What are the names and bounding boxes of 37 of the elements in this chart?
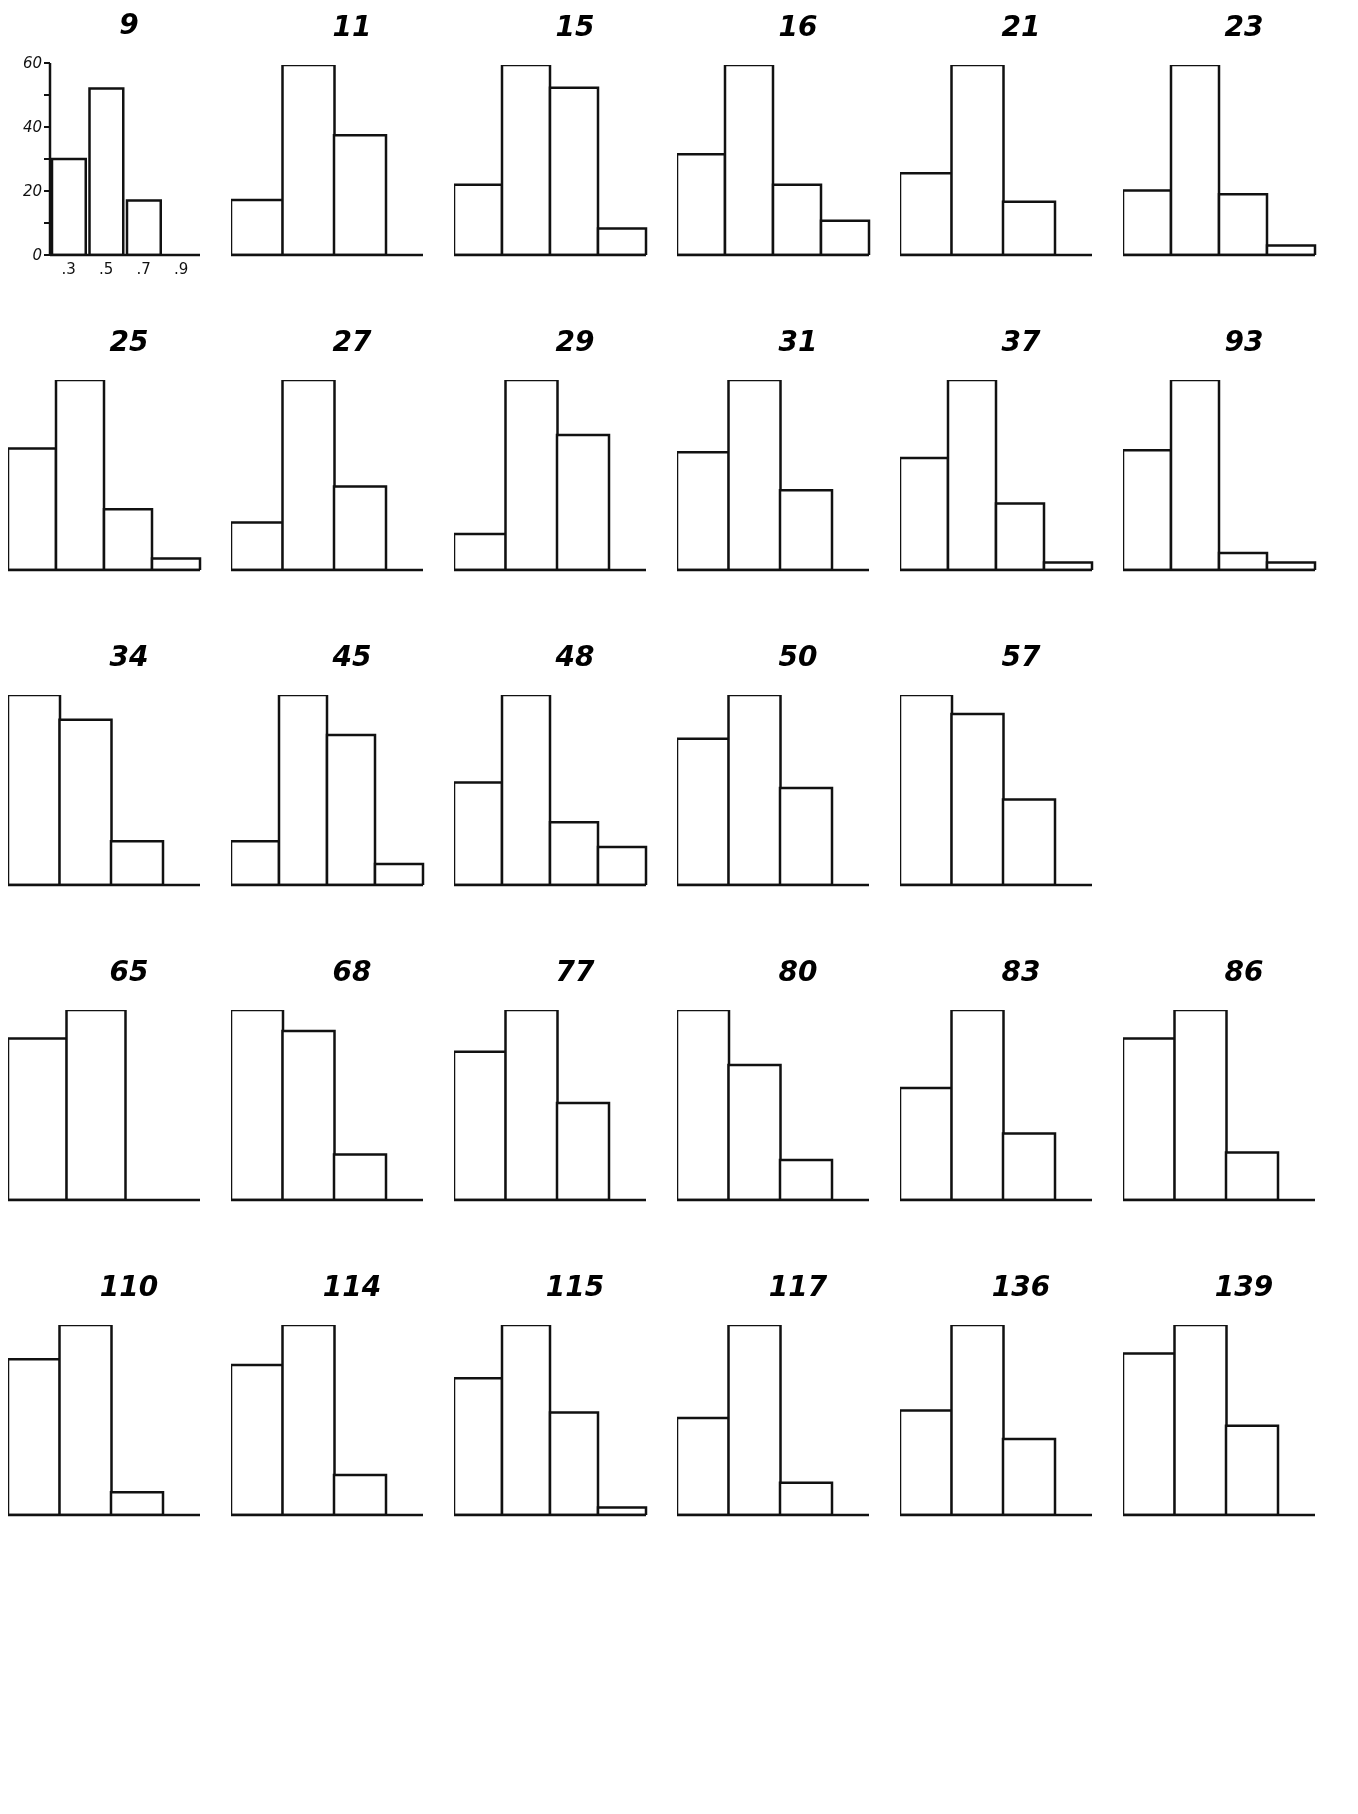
chart-title: 23 xyxy=(1223,10,1265,43)
chart-title: 57 xyxy=(1000,640,1042,673)
chart-title: 77 xyxy=(554,955,596,988)
chart-title: 45 xyxy=(331,640,373,673)
y-tick-label: 60 xyxy=(22,54,42,73)
chart-title: 15 xyxy=(554,10,596,43)
chart-title: 9 xyxy=(118,8,140,41)
y-tick-label: 20 xyxy=(22,182,42,201)
x-tick-label: .3 xyxy=(61,259,76,278)
chart-title: 86 xyxy=(1223,955,1265,988)
chart-title: 68 xyxy=(331,955,373,988)
chart-title: 115 xyxy=(544,1270,606,1303)
chart-title: 93 xyxy=(1223,325,1265,358)
chart-title: 37 xyxy=(1000,325,1042,358)
chart-title: 50 xyxy=(777,640,819,673)
chart-title: 117 xyxy=(767,1270,829,1303)
x-tick-label: .5 xyxy=(99,259,114,278)
chart-title: 110 xyxy=(98,1270,160,1303)
chart-title: 136 xyxy=(990,1270,1052,1303)
chart-title: 31 xyxy=(777,325,819,358)
chart-title: 48 xyxy=(554,640,596,673)
x-tick-label: .9 xyxy=(174,259,189,278)
chart-title: 34 xyxy=(108,640,150,673)
chart-title: 83 xyxy=(1000,955,1042,988)
chart-title: 139 xyxy=(1213,1270,1275,1303)
y-tick-label: 40 xyxy=(22,118,42,137)
chart-title: 11 xyxy=(331,10,373,43)
chart-title: 80 xyxy=(777,955,819,988)
chart-title: 16 xyxy=(777,10,819,43)
chart-title: 21 xyxy=(1000,10,1042,43)
chart-title: 29 xyxy=(554,325,596,358)
y-tick-label: 0 xyxy=(32,246,42,265)
chart-title: 114 xyxy=(321,1270,383,1303)
chart-title: 65 xyxy=(108,955,150,988)
x-tick-label: .7 xyxy=(136,259,151,278)
chart-title: 25 xyxy=(108,325,150,358)
chart-title: 27 xyxy=(331,325,373,358)
